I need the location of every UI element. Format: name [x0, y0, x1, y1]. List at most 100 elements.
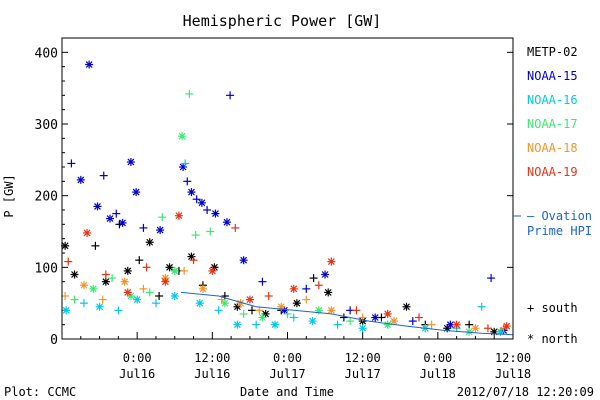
data-point	[371, 313, 380, 322]
data-point	[187, 252, 196, 261]
data-point	[112, 209, 121, 218]
data-point	[64, 257, 73, 266]
data-point	[180, 266, 189, 275]
data-point	[118, 218, 127, 227]
data-point	[145, 238, 154, 247]
x-tick-label-time: 12:00	[194, 351, 230, 365]
data-point	[446, 320, 455, 329]
data-point	[502, 322, 511, 331]
data-point	[161, 277, 170, 286]
data-point	[211, 209, 220, 218]
chart-title: Hemispheric Power [GW]	[183, 12, 382, 30]
x-tick-label-date: Jul16	[194, 367, 230, 381]
data-point	[79, 299, 88, 308]
data-point	[89, 284, 98, 293]
data-point	[158, 213, 167, 222]
x-tick-label-time: 0:00	[273, 351, 302, 365]
data-point	[402, 302, 411, 311]
data-point	[70, 270, 79, 279]
data-point	[187, 188, 196, 197]
x-tick-label-date: Jul17	[345, 367, 381, 381]
data-point	[308, 317, 317, 326]
x-tick-label-time: 12:00	[345, 351, 381, 365]
data-point	[321, 270, 330, 279]
data-point	[126, 157, 135, 166]
data-point	[239, 256, 248, 265]
data-point	[95, 302, 104, 311]
data-point	[198, 284, 207, 293]
data-point	[314, 281, 323, 290]
data-point	[239, 309, 248, 318]
data-point	[245, 295, 254, 304]
data-point	[289, 284, 298, 293]
data-point	[156, 226, 165, 235]
data-point	[123, 288, 132, 297]
data-point	[197, 198, 206, 207]
data-point	[352, 306, 361, 315]
data-point	[487, 274, 496, 283]
data-point	[346, 317, 355, 326]
x-tick-label-date: Jul18	[495, 367, 531, 381]
data-point	[383, 320, 392, 329]
legend-entry: METP-02	[527, 45, 578, 59]
data-point	[183, 177, 192, 186]
data-point	[85, 60, 94, 69]
data-point	[178, 132, 187, 141]
data-point	[185, 89, 194, 98]
data-point	[151, 299, 160, 308]
data-point	[189, 256, 198, 265]
data-point	[70, 295, 79, 304]
legend-north-marker: * north	[527, 332, 578, 346]
data-point	[76, 175, 85, 184]
data-point	[106, 214, 115, 223]
data-point	[195, 299, 204, 308]
data-point	[93, 202, 102, 211]
plot-markers	[61, 60, 511, 336]
data-point	[99, 171, 108, 180]
data-point	[139, 284, 148, 293]
data-point	[98, 295, 107, 304]
y-tick-label: 0	[50, 333, 58, 348]
legend-south-marker: + south	[527, 301, 578, 315]
data-point	[191, 231, 200, 240]
legend: METP-02 NOAA-15 NOAA-16 NOAA-17 NOAA-18 NOAA-…	[513, 45, 592, 346]
data-point	[108, 274, 117, 283]
data-point	[101, 277, 110, 286]
x-axis-ticks: 0:00 Jul16 12:00 Jul16 0:00 Jul17 12:00 Jul17 0:…	[80, 332, 531, 381]
data-point	[427, 320, 436, 329]
data-point	[79, 281, 88, 290]
data-point	[155, 292, 164, 300]
data-point	[101, 270, 110, 279]
data-point	[258, 313, 267, 322]
data-point	[233, 320, 242, 329]
legend-entry: NOAA-15	[527, 69, 578, 83]
data-point	[483, 324, 492, 333]
data-point	[133, 295, 142, 304]
data-point	[142, 263, 151, 272]
data-point	[327, 306, 336, 315]
data-point	[145, 288, 154, 297]
data-point	[135, 256, 144, 265]
data-point	[252, 320, 261, 329]
y-tick-label: 100	[35, 261, 58, 276]
data-point	[67, 159, 76, 168]
data-point	[170, 266, 179, 275]
data-point	[408, 317, 417, 326]
data-point	[324, 288, 333, 297]
data-point	[231, 223, 240, 232]
x-tick-label-date: Jul16	[119, 367, 155, 381]
y-tick-label: 400	[35, 46, 58, 61]
data-point	[165, 263, 174, 272]
y-axis-label: P [GW]	[2, 174, 16, 217]
data-point	[83, 228, 92, 237]
y-tick-label: 300	[35, 118, 58, 133]
data-point	[258, 277, 267, 286]
data-point	[289, 313, 298, 322]
data-point	[327, 257, 336, 266]
data-point	[170, 292, 179, 300]
data-point	[270, 320, 279, 329]
data-point	[248, 306, 257, 315]
data-point	[452, 320, 461, 329]
data-point	[114, 306, 123, 315]
